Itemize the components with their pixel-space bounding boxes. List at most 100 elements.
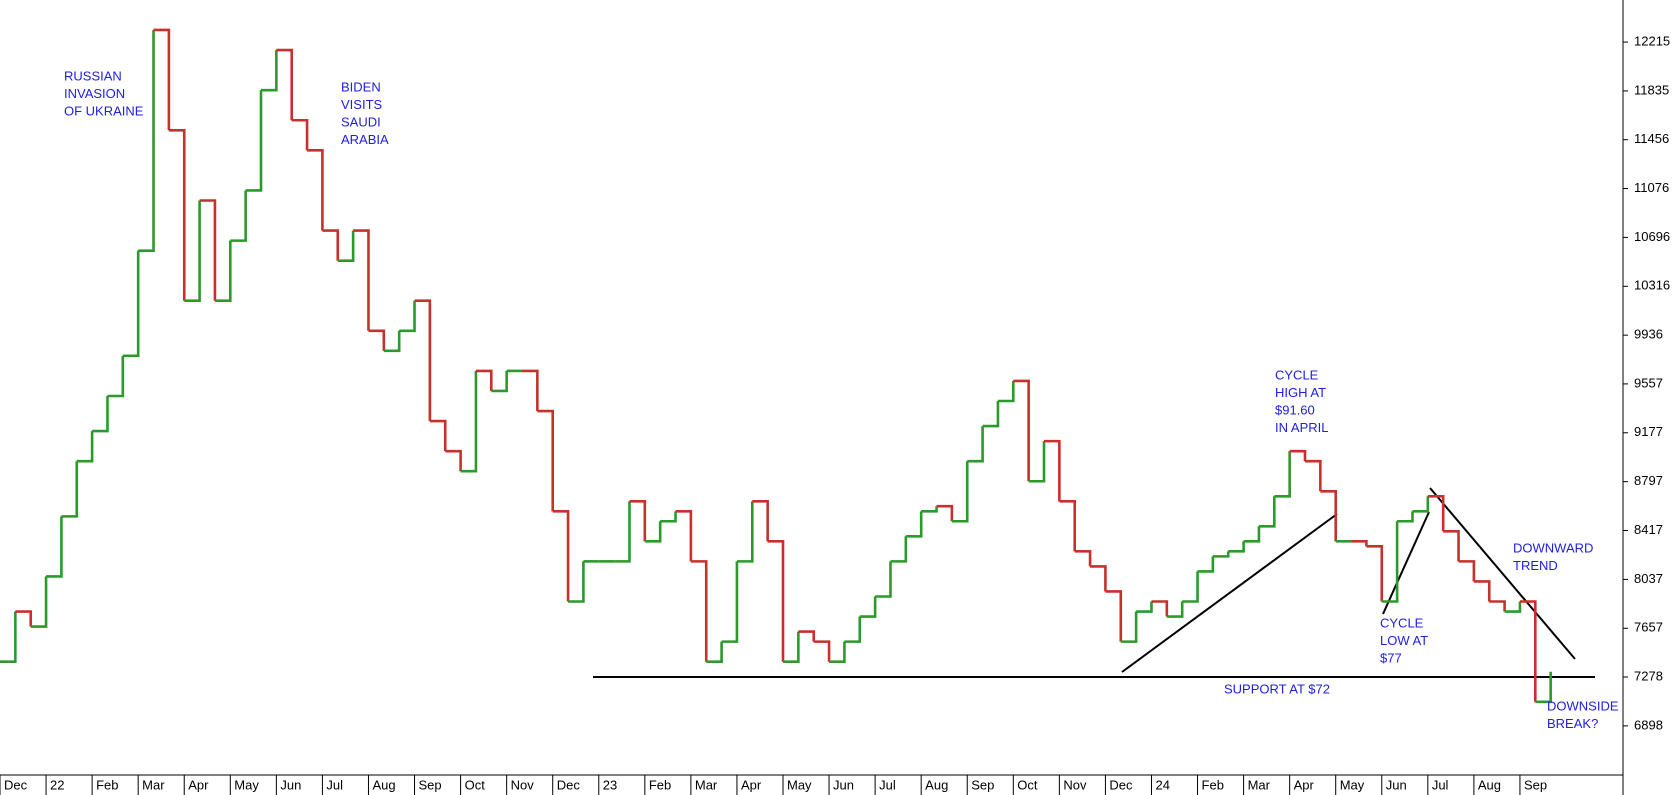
price-segment: [522, 369, 539, 412]
price-segment: [76, 431, 94, 463]
price-segment: [1289, 449, 1307, 462]
x-tick-label: Jun: [833, 777, 854, 792]
price-segment: [399, 300, 416, 333]
annotation: TREND: [1513, 558, 1558, 573]
price-segment: [1397, 511, 1414, 523]
annotation: OF UKRAINE: [64, 103, 144, 118]
price-segment: [1105, 590, 1123, 642]
price-segment: [1320, 489, 1338, 542]
x-tick-label: Mar: [1248, 777, 1271, 792]
price-segment: [92, 395, 109, 433]
x-tick-label: 23: [603, 777, 617, 792]
price-segment: [798, 630, 816, 642]
annotation: VISITS: [341, 97, 383, 112]
trend-line: [1121, 513, 1338, 673]
x-tick-label: Feb: [649, 777, 671, 792]
annotation: DOWNWARD: [1513, 540, 1593, 555]
price-segment: [844, 616, 862, 643]
annotation: RUSSIAN: [64, 68, 122, 83]
x-tick-label: Dec: [4, 777, 28, 792]
y-tick-label: 8417: [1634, 522, 1663, 537]
price-segment: [15, 610, 33, 627]
x-tick-label: Jul: [879, 777, 896, 792]
price-segment: [1059, 500, 1077, 552]
x-tick-label: Jun: [1386, 777, 1407, 792]
price-segment: [706, 641, 723, 663]
price-segment: [1535, 671, 1552, 704]
price-segment: [1274, 451, 1291, 498]
price-segment: [967, 426, 984, 463]
price-segment: [1197, 556, 1215, 573]
price-segment: [1473, 580, 1491, 602]
y-tick-label: 9936: [1634, 327, 1663, 342]
x-tick-label: Sep: [971, 777, 994, 792]
price-segment: [199, 199, 217, 301]
trend-lines: [593, 487, 1595, 678]
price-segment: [445, 449, 462, 472]
price-segment: [1381, 521, 1399, 603]
price-segment: [184, 200, 201, 302]
price-segment: [875, 561, 892, 598]
price-segment: [0, 611, 17, 663]
price-segment: [690, 560, 708, 662]
price-segment: [629, 500, 647, 542]
x-tick-label: Oct: [1017, 777, 1038, 792]
trend-line: [1429, 487, 1576, 660]
price-segment: [614, 501, 631, 563]
price-segment: [644, 521, 662, 543]
annotation: DOWNSIDE: [1547, 698, 1619, 713]
price-segment: [1489, 600, 1506, 612]
price-segment: [429, 419, 447, 452]
price-segment: [337, 230, 355, 262]
price-segment: [936, 504, 954, 522]
x-tick-label: 22: [50, 777, 64, 792]
price-segment: [322, 229, 340, 261]
price-segment: [859, 596, 877, 618]
price-segment: [1458, 560, 1476, 582]
y-tick-label: 7278: [1634, 668, 1663, 683]
annotation: $77: [1380, 650, 1402, 665]
price-segment: [1151, 600, 1169, 617]
price-segment: [568, 561, 585, 603]
trend-line: [1382, 511, 1430, 615]
price-segment: [245, 90, 263, 192]
x-tick-label: Dec: [1109, 777, 1133, 792]
x-tick-label: Apr: [188, 777, 209, 792]
y-tick-label: 11456: [1634, 131, 1669, 146]
x-tick-label: Sep: [419, 777, 442, 792]
price-segment: [460, 370, 478, 473]
price-segment: [982, 401, 1000, 428]
price-segment: [168, 128, 186, 301]
price-segment: [1028, 441, 1046, 483]
price-segment: [1044, 439, 1061, 502]
x-tick-label: Mar: [695, 777, 718, 792]
price-segment: [122, 250, 140, 358]
x-tick-label: Sep: [1524, 777, 1547, 792]
y-tick-label: 8037: [1634, 571, 1663, 586]
y-tick-label: 9557: [1634, 375, 1663, 390]
y-tick-label: 8797: [1634, 473, 1663, 488]
price-segment: [30, 576, 48, 628]
x-tick-label: Feb: [1202, 777, 1224, 792]
price-segment: [921, 506, 938, 513]
price-segment: [1427, 495, 1445, 532]
price-segment: [1228, 541, 1245, 553]
x-tick-label: Feb: [96, 777, 118, 792]
y-tick-label: 6898: [1634, 717, 1663, 732]
price-segment: [1074, 550, 1092, 567]
price-segment: [1090, 565, 1107, 592]
x-tick-label: Nov: [1063, 777, 1087, 792]
y-tick-label: 10696: [1634, 229, 1670, 244]
y-tick-label: 9177: [1634, 424, 1663, 439]
price-segment: [890, 536, 908, 563]
annotation: BIDEN: [341, 79, 381, 94]
annotation: HIGH AT: [1275, 385, 1326, 400]
x-tick-label: Aug: [1478, 777, 1501, 792]
price-segment: [1351, 540, 1368, 547]
annotation: INVASION: [64, 86, 125, 101]
annotation: CYCLE: [1275, 367, 1319, 382]
price-segment: [721, 561, 739, 643]
price-segment: [1305, 459, 1322, 492]
annotation: BREAK?: [1547, 716, 1598, 731]
price-segment: [997, 380, 1015, 403]
